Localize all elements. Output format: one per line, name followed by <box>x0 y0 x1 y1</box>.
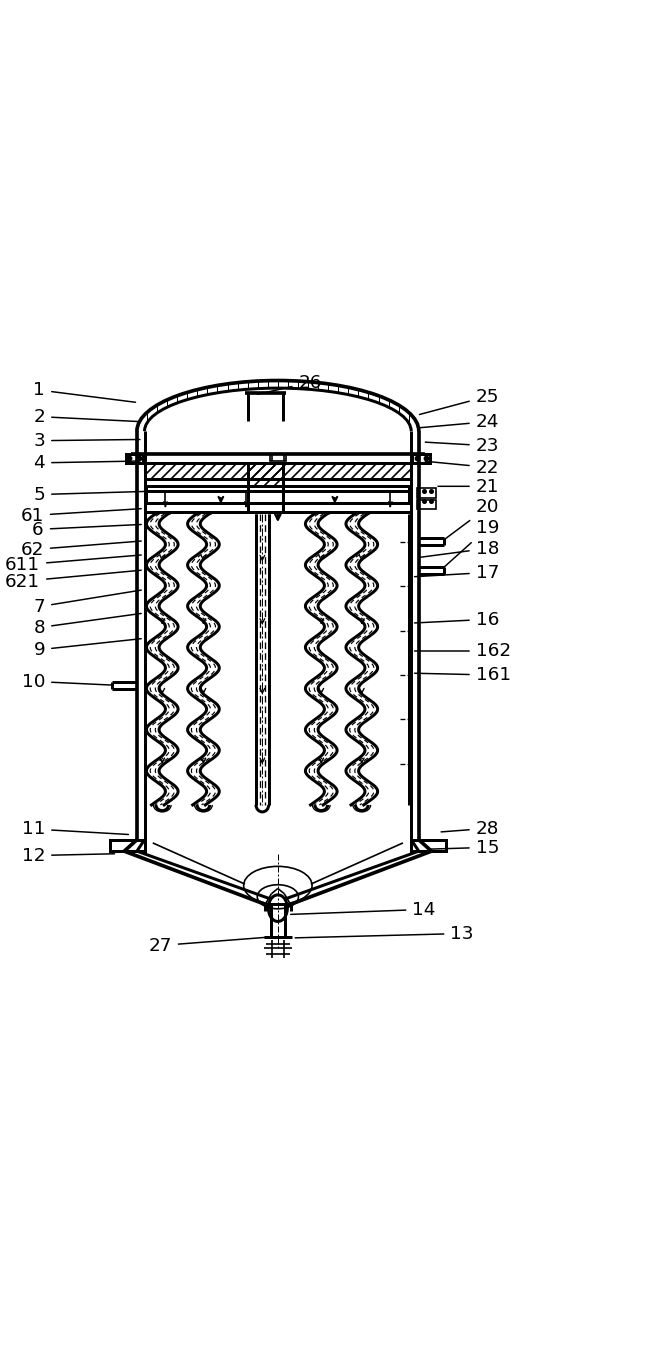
Text: 26: 26 <box>258 373 322 394</box>
Text: 5: 5 <box>33 485 145 504</box>
Text: 8: 8 <box>33 613 141 637</box>
Bar <box>248 463 283 487</box>
Text: 9: 9 <box>33 639 141 658</box>
Bar <box>145 463 411 478</box>
Text: 611: 611 <box>5 555 141 574</box>
Text: 4: 4 <box>33 454 140 472</box>
Bar <box>413 454 430 463</box>
Text: 621: 621 <box>5 570 141 590</box>
Text: 62: 62 <box>20 541 141 559</box>
Text: 21: 21 <box>438 477 499 495</box>
Text: 17: 17 <box>415 563 499 582</box>
Text: 25: 25 <box>419 387 499 414</box>
Text: 24: 24 <box>420 413 499 431</box>
Text: 20: 20 <box>443 499 499 540</box>
Text: 161: 161 <box>415 667 511 684</box>
Text: 13: 13 <box>295 924 474 943</box>
Text: 16: 16 <box>415 611 499 628</box>
Bar <box>111 840 145 852</box>
Text: 15: 15 <box>428 838 499 856</box>
Text: 27: 27 <box>148 936 271 954</box>
Text: 11: 11 <box>22 821 129 838</box>
Text: 28: 28 <box>441 819 499 837</box>
Bar <box>411 840 446 852</box>
Text: 3: 3 <box>33 432 140 450</box>
Text: 6: 6 <box>32 521 141 538</box>
Text: 10: 10 <box>22 672 111 691</box>
Text: 18: 18 <box>419 540 499 557</box>
Text: 1: 1 <box>33 382 135 402</box>
Text: 19: 19 <box>443 519 499 568</box>
Bar <box>126 454 143 463</box>
Bar <box>270 454 286 461</box>
Text: 14: 14 <box>290 901 436 919</box>
Text: 12: 12 <box>22 846 114 864</box>
Bar <box>417 488 436 497</box>
Text: 61: 61 <box>20 507 141 525</box>
Text: 22: 22 <box>425 458 499 477</box>
Text: 23: 23 <box>425 438 499 455</box>
Text: 7: 7 <box>33 590 141 616</box>
Text: 2: 2 <box>33 408 139 425</box>
Bar <box>417 500 436 510</box>
Text: 162: 162 <box>415 642 511 660</box>
